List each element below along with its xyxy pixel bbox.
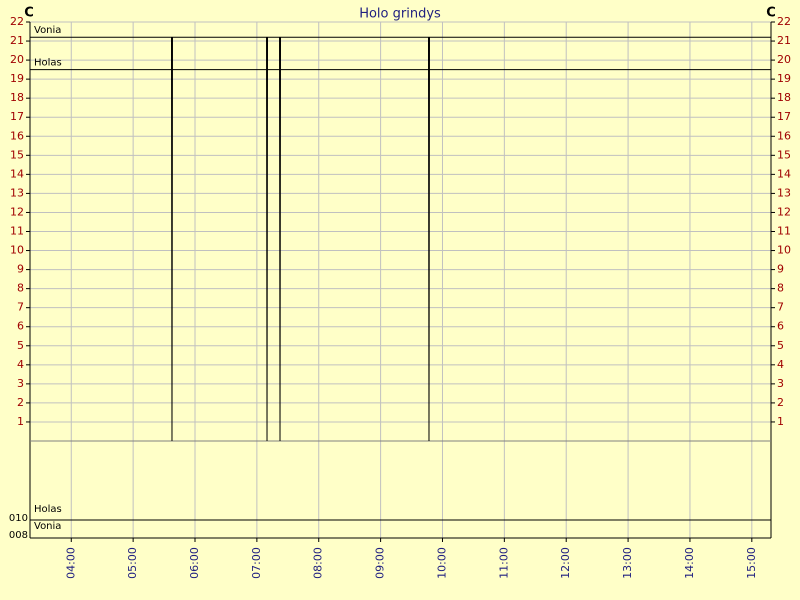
digital-series-label: Holas — [34, 504, 62, 515]
series-label: Vonia — [34, 25, 61, 36]
plot: 1234567891011121314151617181920212212345… — [9, 15, 791, 579]
x-tick-label: 12:00 — [559, 547, 572, 579]
y-tick-label: 21 — [10, 34, 24, 47]
y2-tick-label: 22 — [777, 15, 791, 28]
y2-tick-label: 1 — [777, 415, 784, 428]
y-tick-label: 20 — [10, 53, 24, 66]
y2-tick-label: 2 — [777, 396, 784, 409]
y-tick-label: 6 — [17, 320, 24, 333]
digital-tick-label: 008 — [9, 530, 28, 541]
series-line — [30, 36, 771, 442]
y2-tick-label: 14 — [777, 167, 791, 180]
y-tick-label: 10 — [10, 244, 24, 257]
y-tick-label: 17 — [10, 110, 24, 123]
y2-tick-label: 3 — [777, 377, 784, 390]
y-tick-label: 14 — [10, 167, 24, 180]
x-tick-label: 06:00 — [188, 547, 201, 579]
y-tick-label: 7 — [17, 301, 24, 314]
x-tick-label: 05:00 — [126, 547, 139, 579]
x-tick-label: 10:00 — [435, 547, 448, 579]
y2-tick-label: 12 — [777, 205, 791, 218]
y-tick-label: 11 — [10, 225, 24, 238]
x-tick-label: 11:00 — [497, 547, 510, 579]
y2-tick-label: 11 — [777, 225, 791, 238]
y-tick-label: 1 — [17, 415, 24, 428]
y-tick-label: 5 — [17, 339, 24, 352]
y-tick-label: 16 — [10, 129, 24, 142]
x-tick-label: 14:00 — [683, 547, 696, 579]
y-tick-label: 13 — [10, 186, 24, 199]
x-tick-label: 07:00 — [250, 547, 263, 579]
series-label: Holas — [34, 58, 62, 69]
y2-tick-label: 19 — [777, 72, 791, 85]
digital-series-label: Vonia — [34, 521, 61, 532]
y2-tick-label: 10 — [777, 244, 791, 257]
y2-tick-label: 4 — [777, 358, 784, 371]
y2-tick-label: 17 — [777, 110, 791, 123]
y-unit: C — [24, 6, 34, 21]
x-tick-label: 04:00 — [64, 547, 77, 579]
y2-tick-label: 9 — [777, 263, 784, 276]
digital-tick-label: 010 — [9, 513, 28, 524]
x-tick-label: 15:00 — [745, 547, 758, 579]
y2-tick-label: 8 — [777, 282, 784, 295]
y-tick-label: 12 — [10, 205, 24, 218]
x-tick-label: 09:00 — [374, 547, 387, 579]
y2-tick-label: 21 — [777, 34, 791, 47]
y2-tick-label: 16 — [777, 129, 791, 142]
x-tick-label: 13:00 — [621, 547, 634, 579]
y2-tick-label: 15 — [777, 148, 791, 161]
x-tick-label: 08:00 — [312, 547, 325, 579]
y2-tick-label: 6 — [777, 320, 784, 333]
y-tick-label: 3 — [17, 377, 24, 390]
y-tick-label: 8 — [17, 282, 24, 295]
y2-unit: C — [766, 6, 776, 21]
y-tick-label: 18 — [10, 91, 24, 104]
y2-tick-label: 13 — [777, 186, 791, 199]
y2-tick-label: 5 — [777, 339, 784, 352]
y-tick-label: 15 — [10, 148, 24, 161]
y-tick-label: 22 — [10, 15, 24, 28]
y-tick-label: 19 — [10, 72, 24, 85]
y-tick-label: 4 — [17, 358, 24, 371]
y2-tick-label: 20 — [777, 53, 791, 66]
chart-title: Holo grindys — [359, 7, 441, 22]
y2-tick-label: 7 — [777, 301, 784, 314]
y2-tick-label: 18 — [777, 91, 791, 104]
y-tick-label: 2 — [17, 396, 24, 409]
y-tick-label: 9 — [17, 263, 24, 276]
